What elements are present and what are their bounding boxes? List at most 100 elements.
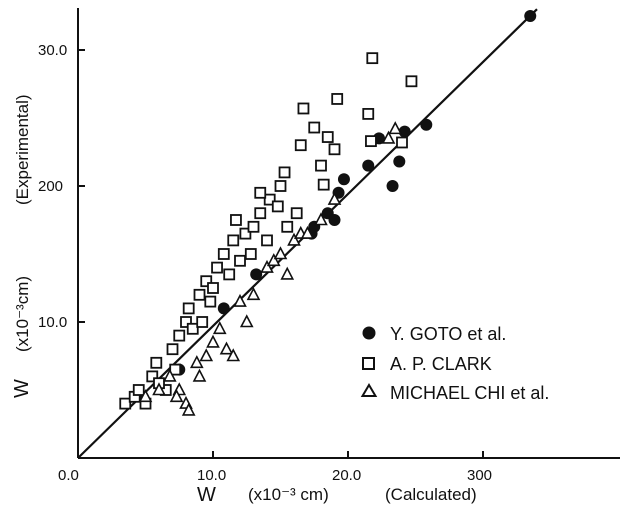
point-chi <box>206 334 220 348</box>
point-clark <box>263 193 276 206</box>
y-axis-note: (Experimental) <box>13 94 32 205</box>
point-chi <box>233 293 247 307</box>
point-chi <box>266 253 281 267</box>
point-clark <box>180 316 192 328</box>
point-clark <box>254 186 267 199</box>
point-clark <box>207 282 219 294</box>
point-clark <box>281 220 294 233</box>
legend-marker-triangle <box>360 383 378 397</box>
legend-marker-square <box>362 357 375 370</box>
point-chi <box>189 355 204 369</box>
legend-label-chi: MICHAEL CHI et al. <box>390 383 549 403</box>
point-clark <box>146 370 159 383</box>
point-clark <box>119 397 132 410</box>
point-goto <box>420 118 433 131</box>
point-chi <box>314 212 328 226</box>
point-chi <box>388 121 403 135</box>
legend-label-clark: A. P. CLARK <box>390 354 492 374</box>
point-chi <box>260 259 274 273</box>
point-clark <box>132 384 145 396</box>
point-clark <box>362 108 375 120</box>
point-goto <box>393 155 406 168</box>
point-chi <box>280 266 295 280</box>
x-tick-label: 300 <box>467 467 492 484</box>
point-clark <box>331 93 344 105</box>
legend-marker-circle <box>362 326 376 340</box>
point-goto <box>337 173 350 186</box>
point-clark <box>230 214 242 226</box>
point-clark <box>365 135 377 148</box>
point-chi <box>152 382 166 396</box>
point-chi <box>169 389 184 403</box>
point-clark <box>405 75 418 88</box>
point-chi <box>300 225 315 239</box>
x-tick-label: 10.0 <box>197 467 226 484</box>
point-clark <box>315 159 327 172</box>
point-clark <box>223 268 236 281</box>
point-goto <box>398 125 411 138</box>
legend-label-goto: Y. GOTO et al. <box>390 324 506 344</box>
y-tick-label: 10.0 <box>38 314 67 331</box>
point-clark <box>317 178 330 191</box>
point-clark <box>196 316 209 328</box>
point-clark <box>244 248 257 260</box>
point-chi <box>199 348 214 362</box>
tick-labels: 0.0 10.0 20.0 300 10.0 200 30.0 <box>38 42 492 484</box>
point-chi <box>239 314 254 328</box>
x-axis-note: (Calculated) <box>385 485 477 504</box>
point-clark <box>278 166 291 179</box>
point-clark <box>247 220 260 233</box>
point-clark <box>204 295 217 308</box>
point-clark <box>254 207 267 220</box>
point-goto <box>250 268 263 281</box>
point-chi <box>138 389 153 403</box>
point-clark <box>211 261 223 274</box>
x-tick-label: 0.0 <box>58 467 79 484</box>
y-tick-label: 200 <box>38 178 63 195</box>
y-axis-symbol: W <box>11 379 33 398</box>
point-clark <box>366 52 379 65</box>
point-clark <box>173 329 186 342</box>
point-chi <box>327 191 342 205</box>
data-points <box>119 10 537 416</box>
x-tick-label: 20.0 <box>332 467 361 484</box>
point-clark <box>217 248 230 260</box>
point-clark <box>186 322 199 335</box>
point-clark <box>297 102 310 115</box>
point-goto <box>328 214 341 226</box>
y-tick-label: 30.0 <box>38 42 67 59</box>
point-clark <box>227 234 240 247</box>
point-chi <box>219 341 234 355</box>
point-chi <box>192 368 207 382</box>
point-chi <box>212 321 227 335</box>
point-clark <box>182 302 195 315</box>
point-clark <box>150 356 163 369</box>
point-clark <box>274 180 287 192</box>
x-axis-units: (x10⁻³ cm) <box>248 485 329 504</box>
point-clark <box>271 200 284 213</box>
point-clark <box>234 254 246 267</box>
point-chi <box>246 287 261 301</box>
point-clark <box>308 121 321 134</box>
y-axis-units: (x10⁻³cm) <box>13 276 32 352</box>
point-chi <box>226 348 241 362</box>
point-clark <box>193 288 206 301</box>
point-goto <box>386 180 399 192</box>
point-chi <box>273 246 288 260</box>
point-clark <box>166 343 179 356</box>
point-goto <box>217 302 230 315</box>
point-clark <box>200 275 213 288</box>
point-chi <box>287 232 301 246</box>
point-chi <box>181 402 196 416</box>
legend: Y. GOTO et al. A. P. CLARK MICHAEL CHI e… <box>360 324 549 403</box>
point-clark <box>290 207 303 220</box>
point-clark <box>321 131 334 143</box>
point-chi <box>162 368 177 382</box>
x-axis-symbol: W <box>197 484 216 506</box>
point-clark <box>294 139 307 152</box>
point-goto <box>362 159 375 172</box>
point-clark <box>261 234 273 247</box>
point-clark <box>396 136 408 149</box>
point-clark <box>328 143 341 156</box>
